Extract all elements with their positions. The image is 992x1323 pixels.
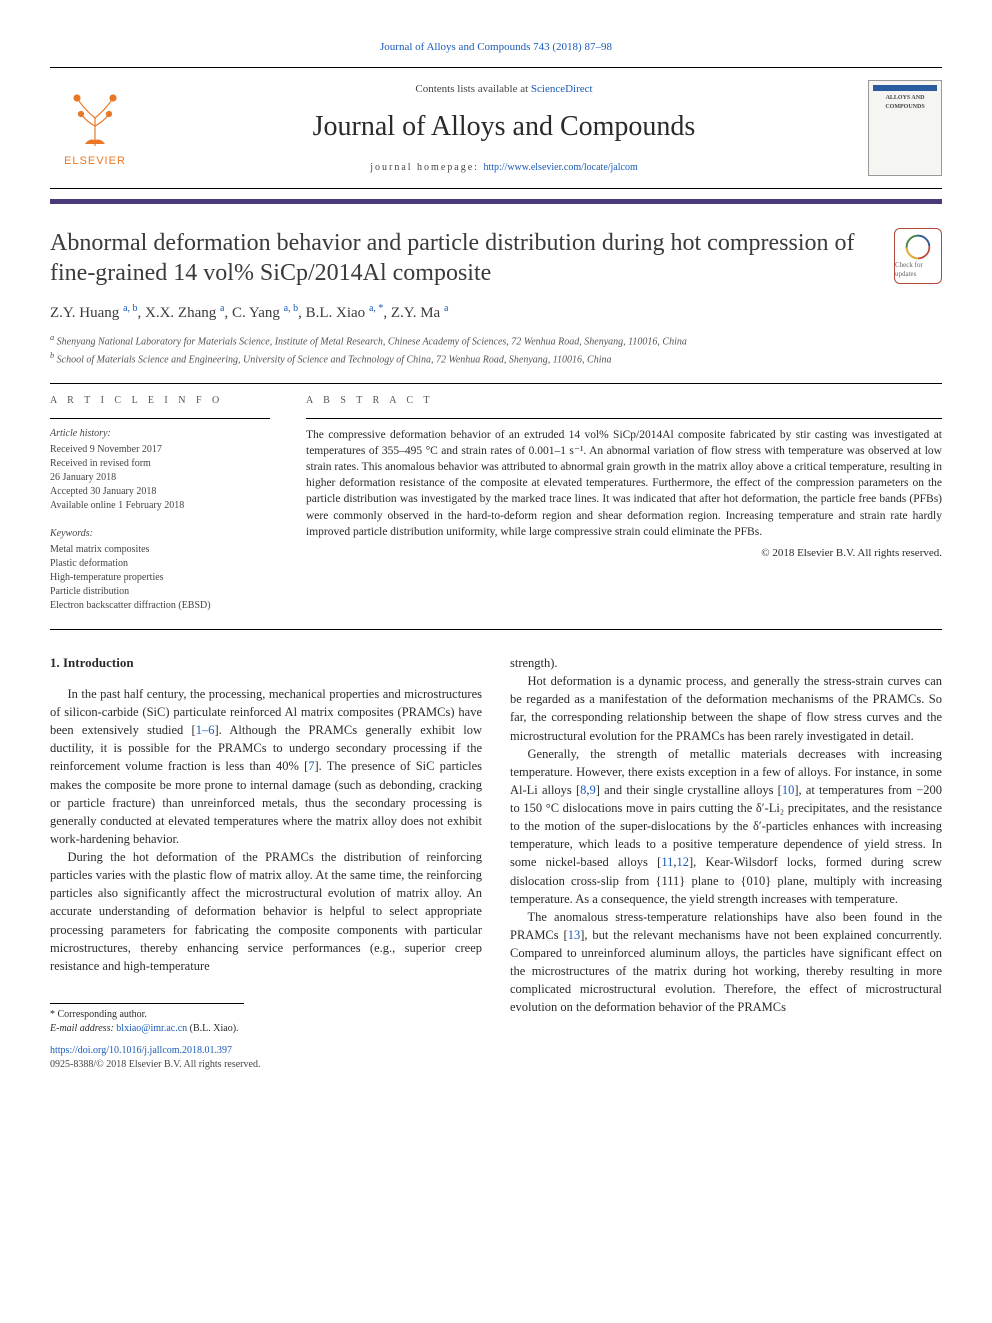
homepage-prefix: journal homepage: [370,162,483,173]
affiliations: a Shenyang National Laboratory for Mater… [50,332,942,367]
history-line: Available online 1 February 2018 [50,499,270,513]
elsevier-tree-icon [63,88,127,152]
abstract-copyright: © 2018 Elsevier B.V. All rights reserved… [306,546,942,561]
email-link[interactable]: blxiao@imr.ac.cn [116,1023,187,1034]
intro-heading: 1. Introduction [50,654,482,673]
citation-link[interactable]: Journal of Alloys and Compounds 743 (201… [380,41,612,53]
journal-name: Journal of Alloys and Compounds [156,107,852,146]
authors-line: Z.Y. Huang a, b, X.X. Zhang a, C. Yang a… [50,302,942,324]
elsevier-logo: ELSEVIER [50,83,140,173]
journal-header: ELSEVIER Contents lists available at Sci… [50,74,942,182]
doi-block: https://doi.org/10.1016/j.jallcom.2018.0… [50,1044,482,1073]
issn-line: 0925-8388/© 2018 Elsevier B.V. All right… [50,1058,482,1073]
history-label: Article history: [50,427,270,441]
doi-link[interactable]: https://doi.org/10.1016/j.jallcom.2018.0… [50,1045,232,1056]
rule-mid [50,188,942,189]
rule-thin-1 [50,383,942,384]
homepage-line: journal homepage: http://www.elsevier.co… [156,161,852,175]
body-paragraph: In the past half century, the processing… [50,685,482,848]
cover-title: ALLOYS AND COMPOUNDS [873,94,937,111]
article-info-col: A R T I C L E I N F O Article history: R… [50,394,270,613]
abstract-label: A B S T R A C T [306,394,942,408]
contents-prefix: Contents lists available at [415,83,530,95]
history-line: Received in revised form [50,457,270,471]
history-line: Received 9 November 2017 [50,443,270,457]
keyword-line: High-temperature properties [50,571,270,585]
body-paragraph: Generally, the strength of metallic mate… [510,745,942,908]
body-paragraph: During the hot deformation of the PRAMCs… [50,848,482,975]
elsevier-name: ELSEVIER [64,154,126,169]
article-title: Abnormal deformation behavior and partic… [50,228,878,288]
keyword-line: Particle distribution [50,585,270,599]
email-suffix: (B.L. Xiao). [187,1023,238,1034]
rule-purple [50,199,942,204]
footnote-block: * Corresponding author. E-mail address: … [50,1003,244,1036]
crossmark-label: Check for updates [895,261,941,281]
sciencedirect-link[interactable]: ScienceDirect [531,83,593,95]
rule-thin-2 [50,629,942,630]
homepage-link[interactable]: http://www.elsevier.com/locate/jalcom [483,162,637,173]
abstract-col: A B S T R A C T The compressive deformat… [306,394,942,613]
contents-line: Contents lists available at ScienceDirec… [156,82,852,97]
keyword-line: Metal matrix composites [50,543,270,557]
corresponding-note: * Corresponding author. [50,1008,244,1022]
body-paragraph: strength). [510,654,942,672]
crossmark-icon [904,233,932,261]
history-line: Accepted 30 January 2018 [50,485,270,499]
keywords-label: Keywords: [50,527,270,541]
affiliation-a: a Shenyang National Laboratory for Mater… [50,332,942,349]
crossmark-badge[interactable]: Check for updates [894,228,942,284]
rule-info [50,418,270,419]
body-col-1: 1. Introduction In the past half century… [50,654,482,1073]
email-label: E-mail address: [50,1023,116,1034]
email-line: E-mail address: blxiao@imr.ac.cn (B.L. X… [50,1022,244,1036]
abstract-text: The compressive deformation behavior of … [306,427,942,540]
keyword-line: Plastic deformation [50,557,270,571]
keyword-line: Electron backscatter diffraction (EBSD) [50,599,270,613]
rule-abstract [306,418,942,419]
body-col-2: strength).Hot deformation is a dynamic p… [510,654,942,1073]
history-line: 26 January 2018 [50,471,270,485]
journal-cover-thumb: ALLOYS AND COMPOUNDS [868,80,942,176]
affiliation-b: b School of Materials Science and Engine… [50,350,942,367]
body-paragraph: Hot deformation is a dynamic process, an… [510,672,942,745]
body-paragraph: The anomalous stress-temperature relatio… [510,908,942,1017]
article-info-label: A R T I C L E I N F O [50,394,270,408]
rule-top [50,67,942,68]
